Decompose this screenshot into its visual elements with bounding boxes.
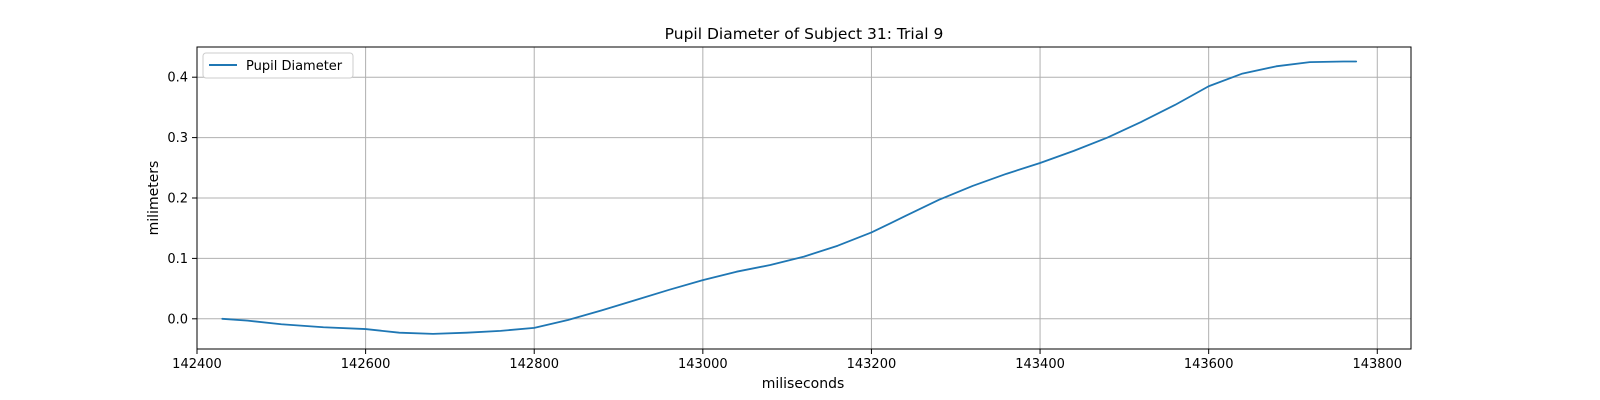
y-tick-label: 0.0 <box>167 312 188 327</box>
x-tick-label: 142400 <box>172 357 222 372</box>
series-layer <box>221 60 1358 335</box>
x-tick-label: 142800 <box>509 357 559 372</box>
grid-lines <box>196 47 1411 349</box>
chart-title: Pupil Diameter of Subject 31: Trial 9 <box>665 25 944 43</box>
y-tick-label: 0.4 <box>167 71 188 86</box>
x-tick-label: 143200 <box>847 357 897 372</box>
series-line-pupil-diameter <box>221 60 1358 335</box>
x-axis: 142400 142600 142800 143000 143200 143400 1436… <box>172 349 1402 372</box>
x-tick-label: 143400 <box>1015 357 1065 372</box>
legend-label: Pupil Diameter <box>246 59 343 74</box>
y-tick-label: 0.2 <box>167 192 188 207</box>
x-tick-label: 143600 <box>1184 357 1234 372</box>
x-tick-label: 143000 <box>678 357 728 372</box>
x-tick-label: 142600 <box>341 357 391 372</box>
y-axis-label: milimeters <box>146 161 162 236</box>
y-axis: 0.0 0.1 0.2 0.3 0.4 <box>167 71 197 327</box>
x-tick-label: 143800 <box>1352 357 1402 372</box>
x-axis-label: miliseconds <box>762 376 845 392</box>
y-tick-label: 0.1 <box>167 252 188 267</box>
legend-box <box>202 52 354 79</box>
legend: Pupil Diameter <box>202 52 354 79</box>
y-tick-label: 0.3 <box>167 131 188 146</box>
